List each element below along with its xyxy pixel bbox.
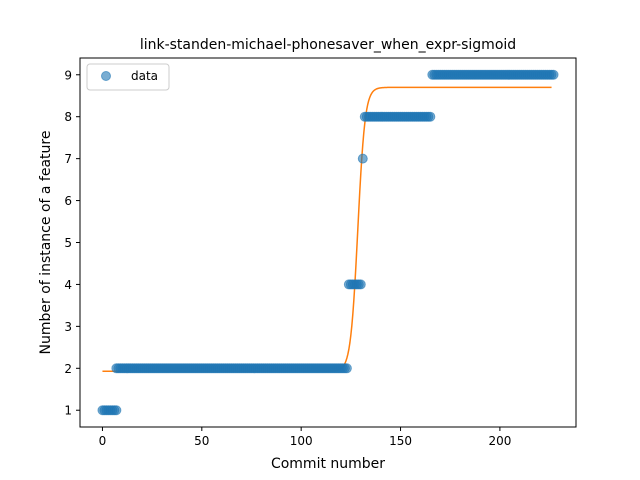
x-axis: 0 50 100 150 200	[99, 427, 511, 448]
data-point	[548, 69, 559, 80]
x-tick-label: 50	[194, 434, 209, 448]
legend-marker-data	[101, 71, 111, 81]
x-tick-label: 200	[488, 434, 511, 448]
points-layer	[97, 69, 559, 416]
y-tick-label: 8	[64, 110, 72, 124]
legend-label-data: data	[131, 69, 158, 83]
y-tick-label: 9	[64, 68, 72, 82]
y-tick-label: 6	[64, 194, 72, 208]
chart-title: link-standen-michael-phonesaver_when_exp…	[140, 37, 516, 53]
x-tick-label: 100	[290, 434, 313, 448]
data-point	[425, 111, 436, 122]
x-tick-label: 0	[99, 434, 107, 448]
y-axis: 1 2 3 4 5 6 7 8 9	[64, 68, 80, 418]
y-tick-label: 4	[64, 278, 72, 292]
y-tick-label: 5	[64, 236, 72, 250]
legend: data	[86, 63, 170, 91]
legend-box	[86, 63, 170, 91]
data-point	[357, 153, 368, 164]
y-tick-label: 2	[64, 362, 72, 376]
y-tick-label: 1	[64, 404, 72, 418]
data-point	[111, 405, 122, 416]
y-axis-title: Number of instance of a feature	[38, 131, 54, 355]
y-tick-label: 3	[64, 320, 72, 334]
data-point	[341, 363, 352, 374]
x-axis-title: Commit number	[271, 456, 385, 472]
y-tick-label: 7	[64, 152, 72, 166]
x-tick-label: 150	[389, 434, 412, 448]
data-point	[355, 279, 366, 290]
